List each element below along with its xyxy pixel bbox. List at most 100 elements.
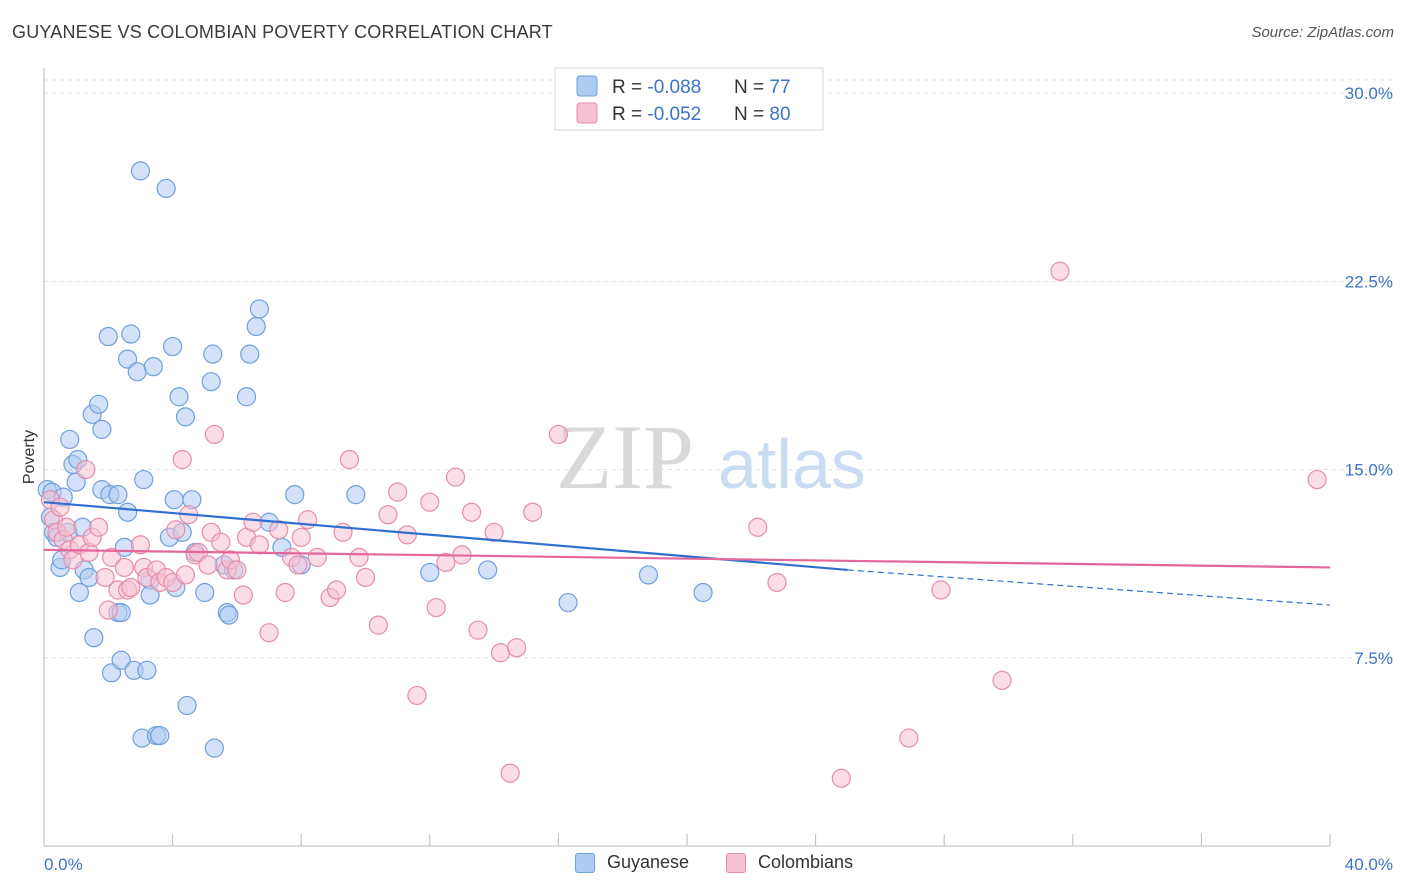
point-colombians-42 bbox=[243, 512, 263, 532]
legend-label-guyanese: Guyanese bbox=[607, 852, 690, 872]
point-guyanese-66 bbox=[249, 299, 270, 319]
point-guyanese-65 bbox=[246, 316, 266, 337]
point-colombians-51 bbox=[307, 547, 327, 567]
trend-lines bbox=[43, 501, 1331, 606]
point-guyanese-56 bbox=[201, 372, 221, 392]
point-colombians-43 bbox=[249, 535, 270, 555]
point-guyanese-49 bbox=[169, 387, 189, 407]
legend-item-colombians[interactable]: Colombians bbox=[726, 852, 853, 873]
point-colombians-49 bbox=[291, 527, 311, 547]
legend-swatch-colombians bbox=[576, 102, 598, 124]
point-colombians-3 bbox=[50, 497, 70, 517]
trend-line-guyanese-extension bbox=[847, 569, 1331, 606]
point-guyanese-41 bbox=[143, 357, 163, 377]
point-guyanese-9 bbox=[60, 429, 80, 450]
point-guyanese-43 bbox=[150, 725, 170, 746]
point-colombians-44 bbox=[259, 623, 279, 643]
point-guyanese-47 bbox=[164, 490, 184, 510]
point-colombians-55 bbox=[339, 449, 360, 470]
x-tick-label-max: 40.0% bbox=[1345, 855, 1393, 874]
point-colombians-68 bbox=[461, 502, 482, 522]
point-guyanese-63 bbox=[236, 387, 257, 407]
point-colombians-81 bbox=[992, 670, 1012, 690]
point-colombians-5 bbox=[56, 517, 77, 537]
point-colombians-14 bbox=[98, 600, 118, 620]
x-tick-label-min: 0.0% bbox=[44, 855, 83, 874]
point-colombians-46 bbox=[275, 582, 295, 603]
point-colombians-17 bbox=[114, 557, 134, 578]
point-colombians-33 bbox=[198, 555, 218, 575]
watermark-atlas: atlas bbox=[718, 425, 866, 503]
bottom-legend: Guyanese Colombians bbox=[0, 852, 1406, 878]
point-colombians-36 bbox=[211, 532, 231, 552]
chart-title: GUYANESE VS COLOMBIAN POVERTY CORRELATIO… bbox=[12, 22, 553, 42]
point-guyanese-46 bbox=[163, 336, 183, 357]
y-axis-label: Poverty bbox=[21, 430, 38, 484]
point-guyanese-34 bbox=[127, 362, 147, 382]
point-guyanese-71 bbox=[346, 485, 366, 505]
point-colombians-65 bbox=[436, 552, 456, 573]
point-colombians-83 bbox=[1307, 469, 1327, 490]
point-guyanese-13 bbox=[69, 582, 89, 603]
trend-line-colombians bbox=[43, 548, 1331, 569]
point-colombians-12 bbox=[89, 517, 109, 537]
legend-item-guyanese[interactable]: Guyanese bbox=[575, 852, 689, 873]
point-colombians-59 bbox=[378, 505, 398, 525]
point-guyanese-51 bbox=[175, 407, 196, 427]
point-colombians-40 bbox=[233, 585, 253, 605]
legend-box: R = -0.088 N = 77 R = -0.052 N = 80 bbox=[554, 67, 824, 131]
point-guyanese-64 bbox=[240, 344, 260, 364]
y-tick-label-0: 7.5% bbox=[1354, 649, 1393, 668]
point-colombians-28 bbox=[172, 449, 192, 470]
point-colombians-77 bbox=[767, 572, 787, 593]
point-colombians-80 bbox=[931, 580, 951, 600]
legend-swatch-guyanese-bottom bbox=[575, 852, 595, 873]
legend-label-colombians: Colombians bbox=[758, 852, 854, 872]
point-colombians-20 bbox=[130, 535, 151, 555]
point-guyanese-20 bbox=[92, 419, 112, 439]
legend-row-2: R = -0.052 N = 80 bbox=[612, 104, 791, 125]
point-guyanese-52 bbox=[177, 695, 197, 716]
legend-swatch-guyanese bbox=[576, 75, 598, 97]
point-colombians-53 bbox=[326, 580, 347, 600]
legend-row-1: R = -0.088 N = 77 bbox=[612, 77, 791, 98]
point-guyanese-57 bbox=[203, 344, 223, 364]
point-colombians-63 bbox=[420, 492, 440, 512]
point-colombians-27 bbox=[166, 520, 186, 540]
point-guyanese-25 bbox=[108, 485, 128, 505]
y-tick-label-3: 30.0% bbox=[1345, 84, 1393, 103]
point-colombians-82 bbox=[1050, 261, 1070, 281]
point-colombians-29 bbox=[175, 565, 196, 585]
point-colombians-66 bbox=[445, 467, 466, 487]
legend-swatch-colombians-bottom bbox=[726, 852, 746, 873]
point-colombians-58 bbox=[368, 615, 388, 635]
point-guyanese-72 bbox=[420, 562, 440, 583]
point-colombians-13 bbox=[95, 567, 115, 588]
point-colombians-45 bbox=[269, 520, 289, 540]
point-colombians-64 bbox=[426, 597, 446, 618]
point-guyanese-44 bbox=[156, 178, 176, 199]
point-guyanese-73 bbox=[478, 560, 498, 580]
point-colombians-50 bbox=[298, 510, 318, 530]
point-colombians-9 bbox=[76, 459, 96, 480]
point-colombians-60 bbox=[388, 482, 408, 502]
point-guyanese-30 bbox=[117, 502, 138, 522]
point-colombians-35 bbox=[204, 424, 224, 445]
point-guyanese-74 bbox=[558, 592, 578, 613]
point-guyanese-16 bbox=[79, 567, 99, 588]
point-guyanese-37 bbox=[134, 469, 154, 490]
y-tick-labels: 7.5% 15.0% 22.5% 30.0% bbox=[1345, 84, 1393, 668]
point-colombians-48 bbox=[288, 555, 308, 575]
point-colombians-69 bbox=[468, 620, 488, 640]
point-guyanese-55 bbox=[195, 582, 215, 603]
point-guyanese-18 bbox=[84, 628, 104, 648]
point-guyanese-61 bbox=[219, 605, 239, 625]
point-guyanese-19 bbox=[89, 394, 109, 414]
point-colombians-56 bbox=[349, 547, 369, 567]
point-colombians-39 bbox=[227, 560, 247, 580]
point-guyanese-69 bbox=[285, 485, 305, 505]
y-tick-label-1: 15.0% bbox=[1345, 461, 1393, 480]
x-tick-marks bbox=[172, 834, 1331, 846]
point-guyanese-22 bbox=[98, 326, 118, 347]
